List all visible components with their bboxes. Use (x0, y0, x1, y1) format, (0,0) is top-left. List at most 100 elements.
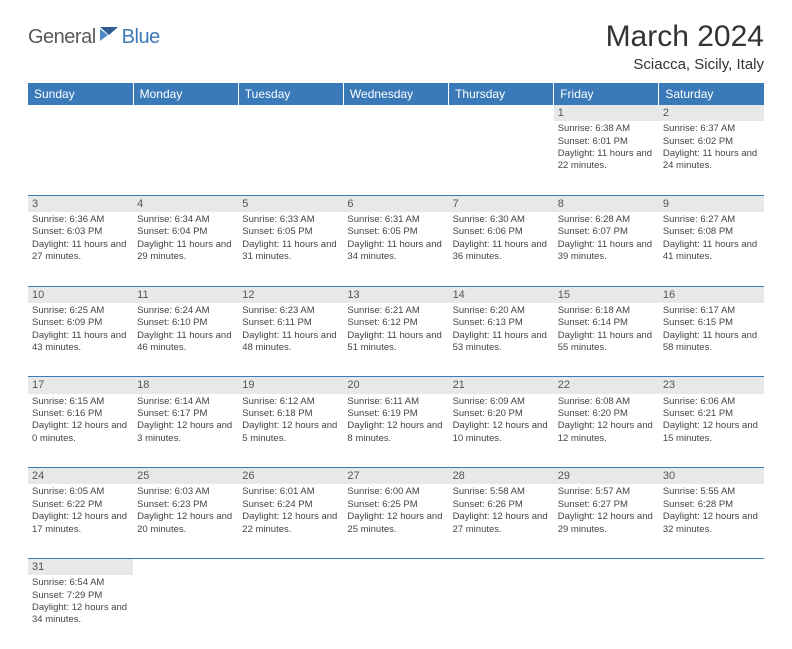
day-number (238, 558, 343, 575)
day-cell (28, 121, 133, 195)
daylight-line: Daylight: 12 hours and 5 minutes. (242, 420, 339, 445)
daylight-line: Daylight: 12 hours and 17 minutes. (32, 511, 129, 536)
daylight-line: Daylight: 12 hours and 0 minutes. (32, 420, 129, 445)
sunrise-line: Sunrise: 6:21 AM (347, 305, 444, 317)
daylight-line: Daylight: 12 hours and 12 minutes. (558, 420, 655, 445)
sunrise-line: Sunrise: 6:18 AM (558, 305, 655, 317)
day-number (133, 558, 238, 575)
sunset-line: Sunset: 6:06 PM (453, 226, 550, 238)
day-cell: Sunrise: 6:12 AMSunset: 6:18 PMDaylight:… (238, 394, 343, 468)
day-cell (343, 575, 448, 649)
day-cell: Sunrise: 6:03 AMSunset: 6:23 PMDaylight:… (133, 484, 238, 558)
sunrise-line: Sunrise: 6:12 AM (242, 396, 339, 408)
day-cell: Sunrise: 6:18 AMSunset: 6:14 PMDaylight:… (554, 303, 659, 377)
day-header: Monday (133, 83, 238, 105)
day-header: Friday (554, 83, 659, 105)
daylight-line: Daylight: 11 hours and 48 minutes. (242, 330, 339, 355)
day-number-row: 17181920212223 (28, 377, 764, 394)
flag-icon (100, 27, 122, 48)
sunrise-line: Sunrise: 6:34 AM (137, 214, 234, 226)
day-number: 19 (238, 377, 343, 394)
daylight-line: Daylight: 11 hours and 41 minutes. (663, 239, 760, 264)
daylight-line: Daylight: 12 hours and 25 minutes. (347, 511, 444, 536)
day-number: 20 (343, 377, 448, 394)
day-number: 1 (554, 105, 659, 121)
sunset-line: Sunset: 6:17 PM (137, 408, 234, 420)
sunrise-line: Sunrise: 6:24 AM (137, 305, 234, 317)
sunrise-line: Sunrise: 6:05 AM (32, 486, 129, 498)
sunset-line: Sunset: 6:25 PM (347, 499, 444, 511)
sunrise-line: Sunrise: 6:01 AM (242, 486, 339, 498)
day-number (449, 558, 554, 575)
day-cell (449, 575, 554, 649)
daylight-line: Daylight: 11 hours and 22 minutes. (558, 148, 655, 173)
day-content-row: Sunrise: 6:38 AMSunset: 6:01 PMDaylight:… (28, 121, 764, 195)
day-cell (238, 575, 343, 649)
day-number: 10 (28, 286, 133, 303)
day-number (238, 105, 343, 121)
daylight-line: Daylight: 12 hours and 22 minutes. (242, 511, 339, 536)
day-cell: Sunrise: 6:27 AMSunset: 6:08 PMDaylight:… (659, 212, 764, 286)
daylight-line: Daylight: 11 hours and 58 minutes. (663, 330, 760, 355)
sunset-line: Sunset: 6:13 PM (453, 317, 550, 329)
sunrise-line: Sunrise: 6:54 AM (32, 577, 129, 589)
sunset-line: Sunset: 6:04 PM (137, 226, 234, 238)
daylight-line: Daylight: 11 hours and 39 minutes. (558, 239, 655, 264)
sunset-line: Sunset: 6:05 PM (347, 226, 444, 238)
sunset-line: Sunset: 6:27 PM (558, 499, 655, 511)
day-header-row: SundayMondayTuesdayWednesdayThursdayFrid… (28, 83, 764, 105)
day-cell (449, 121, 554, 195)
daylight-line: Daylight: 11 hours and 51 minutes. (347, 330, 444, 355)
day-header: Saturday (659, 83, 764, 105)
daylight-line: Daylight: 11 hours and 46 minutes. (137, 330, 234, 355)
day-cell: Sunrise: 6:14 AMSunset: 6:17 PMDaylight:… (133, 394, 238, 468)
day-content-row: Sunrise: 6:15 AMSunset: 6:16 PMDaylight:… (28, 394, 764, 468)
sunset-line: Sunset: 6:02 PM (663, 136, 760, 148)
sunset-line: Sunset: 6:08 PM (663, 226, 760, 238)
daylight-line: Daylight: 12 hours and 32 minutes. (663, 511, 760, 536)
day-number: 6 (343, 195, 448, 212)
day-cell: Sunrise: 6:33 AMSunset: 6:05 PMDaylight:… (238, 212, 343, 286)
sunrise-line: Sunrise: 6:20 AM (453, 305, 550, 317)
month-title: March 2024 (606, 20, 764, 54)
day-number: 26 (238, 468, 343, 485)
day-number-row: 31 (28, 558, 764, 575)
daylight-line: Daylight: 12 hours and 10 minutes. (453, 420, 550, 445)
sunrise-line: Sunrise: 6:08 AM (558, 396, 655, 408)
day-number: 5 (238, 195, 343, 212)
sunset-line: Sunset: 6:20 PM (453, 408, 550, 420)
day-cell (554, 575, 659, 649)
day-cell: Sunrise: 6:01 AMSunset: 6:24 PMDaylight:… (238, 484, 343, 558)
day-cell: Sunrise: 6:24 AMSunset: 6:10 PMDaylight:… (133, 303, 238, 377)
day-number (133, 105, 238, 121)
header: General Blue March 2024 Sciacca, Sicily,… (28, 20, 764, 73)
sunrise-line: Sunrise: 6:00 AM (347, 486, 444, 498)
day-number: 14 (449, 286, 554, 303)
day-number (554, 558, 659, 575)
sunrise-line: Sunrise: 5:55 AM (663, 486, 760, 498)
day-cell: Sunrise: 6:09 AMSunset: 6:20 PMDaylight:… (449, 394, 554, 468)
daylight-line: Daylight: 12 hours and 34 minutes. (32, 602, 129, 627)
sunset-line: Sunset: 6:07 PM (558, 226, 655, 238)
day-number: 7 (449, 195, 554, 212)
day-cell: Sunrise: 6:54 AMSunset: 7:29 PMDaylight:… (28, 575, 133, 649)
sunset-line: Sunset: 6:24 PM (242, 499, 339, 511)
day-number: 31 (28, 558, 133, 575)
day-cell: Sunrise: 6:28 AMSunset: 6:07 PMDaylight:… (554, 212, 659, 286)
day-cell: Sunrise: 6:23 AMSunset: 6:11 PMDaylight:… (238, 303, 343, 377)
day-number: 22 (554, 377, 659, 394)
day-cell: Sunrise: 6:11 AMSunset: 6:19 PMDaylight:… (343, 394, 448, 468)
calendar-table: SundayMondayTuesdayWednesdayThursdayFrid… (28, 83, 764, 649)
sunrise-line: Sunrise: 6:31 AM (347, 214, 444, 226)
day-cell: Sunrise: 6:21 AMSunset: 6:12 PMDaylight:… (343, 303, 448, 377)
day-number-row: 24252627282930 (28, 468, 764, 485)
daylight-line: Daylight: 12 hours and 15 minutes. (663, 420, 760, 445)
sunset-line: Sunset: 6:11 PM (242, 317, 339, 329)
daylight-line: Daylight: 11 hours and 34 minutes. (347, 239, 444, 264)
day-cell: Sunrise: 6:08 AMSunset: 6:20 PMDaylight:… (554, 394, 659, 468)
day-cell: Sunrise: 6:36 AMSunset: 6:03 PMDaylight:… (28, 212, 133, 286)
sunrise-line: Sunrise: 6:27 AM (663, 214, 760, 226)
day-number: 13 (343, 286, 448, 303)
day-cell: Sunrise: 5:55 AMSunset: 6:28 PMDaylight:… (659, 484, 764, 558)
sunrise-line: Sunrise: 6:38 AM (558, 123, 655, 135)
